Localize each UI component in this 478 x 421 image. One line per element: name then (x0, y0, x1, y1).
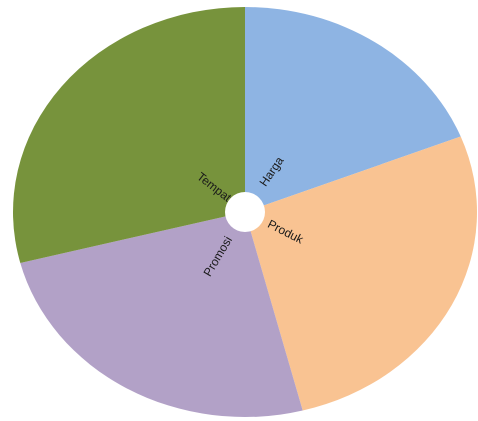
pie-slice-tempat (13, 7, 246, 263)
pie-slice-produk (245, 136, 478, 411)
pie-center-hole (225, 192, 265, 232)
pie-slice-promosi (20, 212, 303, 418)
pie-slice-harga (245, 6, 461, 212)
